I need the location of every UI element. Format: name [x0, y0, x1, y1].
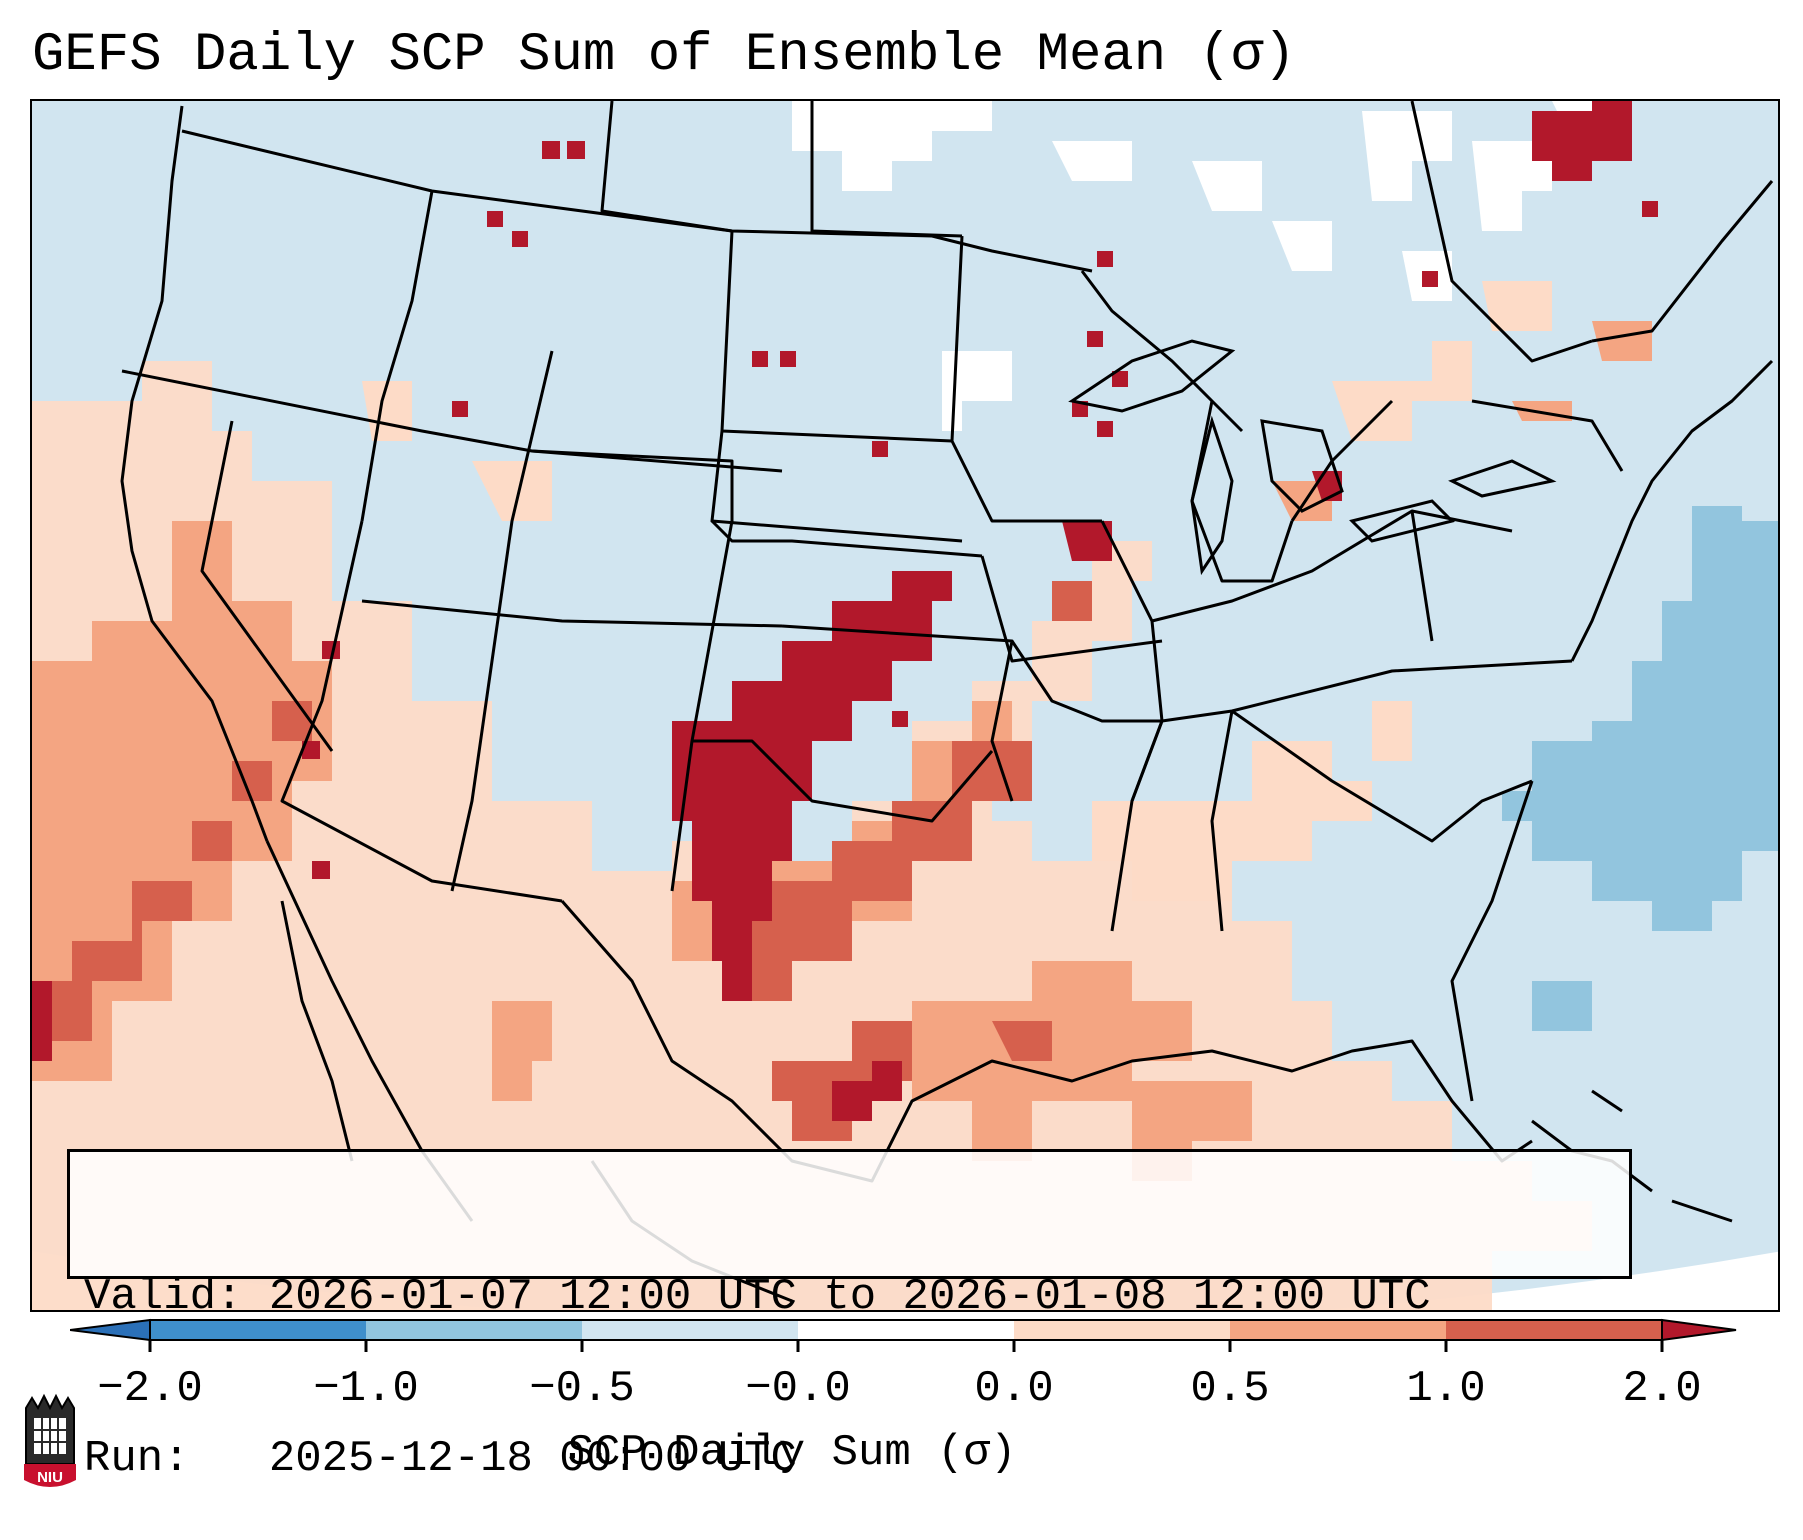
- colorbar-seg-1: [150, 1320, 366, 1340]
- run-value: 2025-12-18 00:00 UTC: [268, 1434, 797, 1484]
- colorbar-seg-5: [1014, 1320, 1230, 1340]
- run-line: Run: 2025-12-18 00:00 UTC: [84, 1432, 1629, 1486]
- great-lakes: [1068, 339, 1557, 576]
- tick-label: 0.0: [974, 1364, 1054, 1414]
- colorbar-extend-high: [1661, 1318, 1737, 1342]
- tick-label: 1.0: [1406, 1364, 1486, 1414]
- positive-light: [32, 281, 1592, 1310]
- isolated-high-cells: [302, 141, 1658, 879]
- logo-text: NIU: [37, 1469, 63, 1486]
- colorbar-extend-low: [70, 1318, 151, 1342]
- valid-value: 2026-01-07 12:00 UTC to 2026-01-08 12:00…: [268, 1272, 1431, 1322]
- colorbar-label: SCP Daily Sum (σ): [567, 1428, 1017, 1478]
- scp-map: [32, 101, 1778, 1310]
- colorbar-ticks: [148, 1340, 1664, 1352]
- state-boundaries: [120, 101, 1774, 1303]
- valid-line: Valid: 2026-01-07 12:00 UTC to 2026-01-0…: [84, 1270, 1629, 1324]
- validity-info-box: Valid: 2026-01-07 12:00 UTC to 2026-01-0…: [67, 1149, 1632, 1484]
- page-title: GEFS Daily SCP Sum of Ensemble Mean (σ): [32, 25, 1296, 86]
- colorbar-seg-2: [366, 1320, 582, 1340]
- tick-label: −1.0: [313, 1364, 419, 1414]
- map-panel: [30, 99, 1780, 1312]
- colorbar-seg-7: [1446, 1320, 1662, 1340]
- colorbar-seg-6: [1230, 1320, 1446, 1340]
- tick-label: 2.0: [1622, 1364, 1702, 1414]
- tick-label: −0.0: [745, 1364, 851, 1414]
- tick-label: 0.5: [1190, 1364, 1270, 1414]
- run-label: Run:: [84, 1434, 190, 1484]
- valid-label: Valid:: [84, 1272, 243, 1322]
- colorbar-outline: [149, 1319, 1663, 1341]
- positive-max: [32, 101, 1632, 1121]
- niu-logo-icon: NIU: [24, 1393, 76, 1487]
- tick-label: −0.5: [529, 1364, 635, 1414]
- tick-label: −2.0: [97, 1364, 203, 1414]
- negative-patches: [1502, 506, 1778, 1031]
- colorbar-seg-3: [582, 1320, 798, 1340]
- colorbar-seg-4: [798, 1320, 1014, 1340]
- colorbar: [70, 1318, 1737, 1352]
